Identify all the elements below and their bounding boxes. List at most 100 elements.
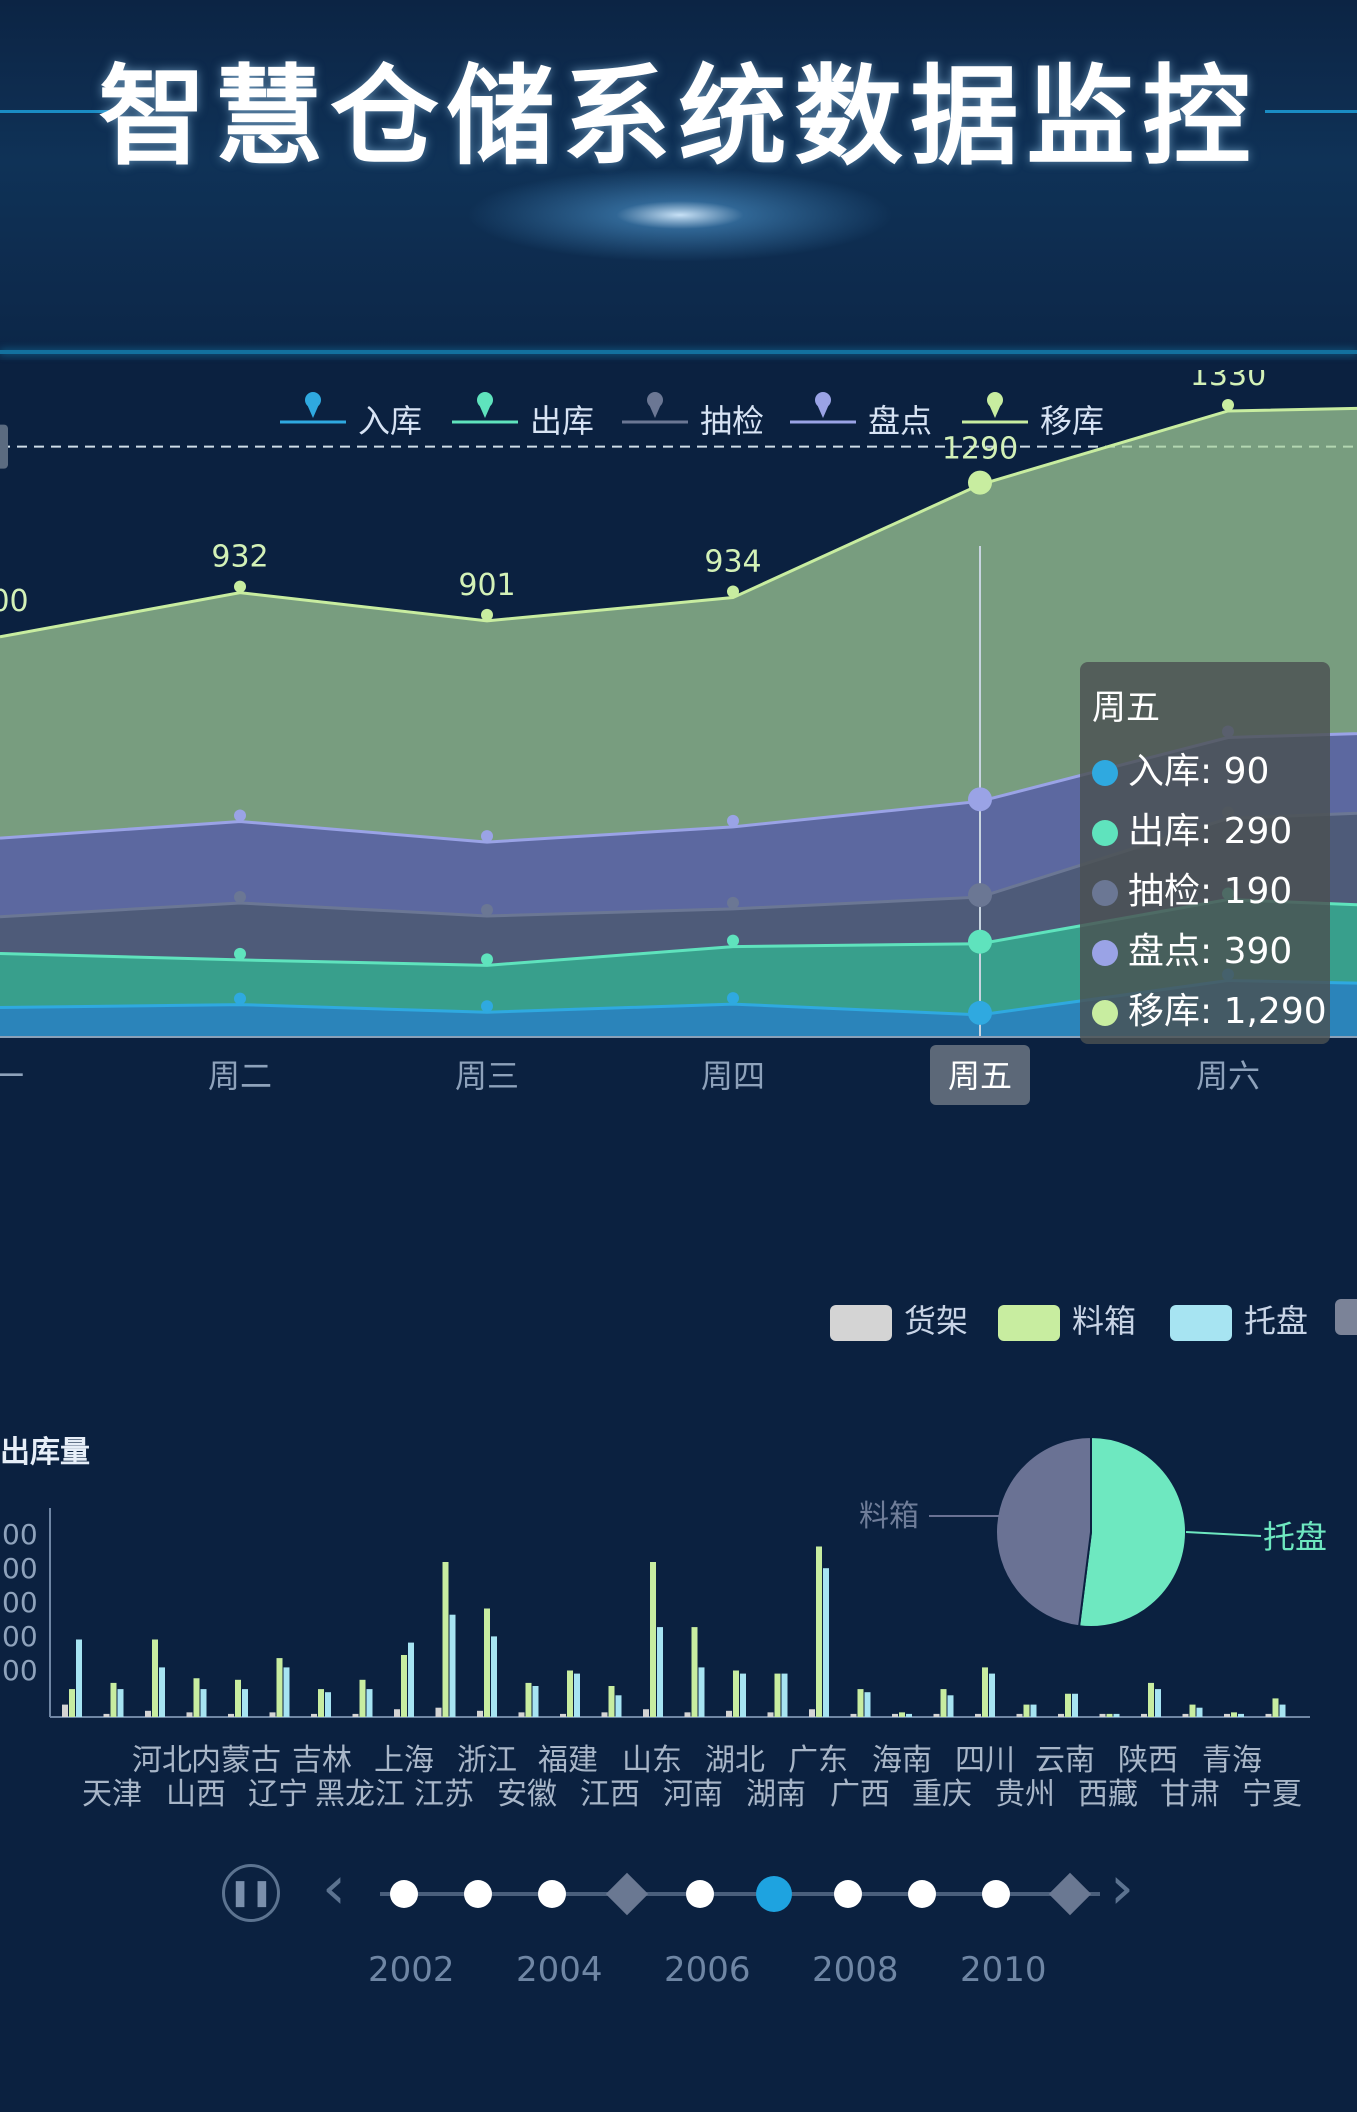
bar-吉林-2 <box>325 1692 331 1717</box>
timeline-point-2007[interactable] <box>756 1876 792 1912</box>
timeline-point-2004[interactable] <box>538 1880 566 1908</box>
legend-label: 料箱 <box>1072 1302 1137 1340</box>
pie-slice-0 <box>1077 1435 1187 1628</box>
legend-swatch <box>998 1305 1060 1341</box>
bar-河南-2 <box>698 1667 705 1717</box>
bar-宁夏-0 <box>1265 1713 1272 1717</box>
x-tick-label-4: 周五 <box>948 1057 1012 1095</box>
bar-山东-2 <box>657 1627 663 1717</box>
tooltip-row-yiku: 移库: 1,290 <box>1092 982 1327 1034</box>
bar-河南-0 <box>684 1712 691 1717</box>
timeline-point-2003[interactable] <box>464 1880 492 1908</box>
pie-leader-0 <box>1185 1531 1262 1537</box>
bar-福建-1 <box>567 1670 573 1717</box>
timeline-point-2006[interactable] <box>686 1880 714 1908</box>
legend-item-4[interactable]: 移库 <box>962 392 1104 440</box>
x-label-row2-14: 宁夏 <box>1242 1777 1302 1812</box>
data-label-1: 932 <box>211 540 268 575</box>
chevron-right-icon[interactable]: › <box>1110 1853 1134 1923</box>
timeline-point-2010[interactable] <box>982 1880 1010 1908</box>
bar-广东-2 <box>823 1568 829 1717</box>
bar-西藏-0 <box>1099 1713 1106 1717</box>
x-label-row1-13: 青海 <box>1202 1743 1262 1778</box>
legend-item-huojia[interactable]: 货架 <box>830 1296 968 1341</box>
bar-宁夏-2 <box>1279 1704 1286 1717</box>
bar-山东-1 <box>650 1562 656 1717</box>
legend-item-other[interactable] <box>1335 1296 1357 1336</box>
header-divider <box>0 350 1357 354</box>
legend-label: 抽检 <box>700 402 764 440</box>
timeline-point-2008[interactable] <box>834 1880 862 1908</box>
timeline-point-2002[interactable] <box>390 1880 418 1908</box>
y-tick-label-4: 00 <box>2 1654 38 1687</box>
bar-云南-0 <box>1058 1713 1064 1717</box>
x-label-row1-11: 云南 <box>1035 1743 1095 1778</box>
data-point-3-4 <box>968 787 992 812</box>
bar-贵州-2 <box>1030 1704 1037 1717</box>
timeline-year-label: 2004 <box>516 1950 603 1990</box>
timeline-point-2005[interactable] <box>605 1872 649 1916</box>
bar-湖北-1 <box>733 1670 739 1717</box>
x-axis-layer: 一 周二 周三 周四 周五 周六 <box>0 1036 1357 1105</box>
timeline-point-2009[interactable] <box>908 1880 936 1908</box>
pie-label-1: 料箱 <box>859 1499 919 1534</box>
legend-label: 入库 <box>358 402 422 440</box>
timeline-point-2011[interactable] <box>1048 1872 1092 1916</box>
header-line-left <box>0 110 120 113</box>
bar-内蒙古-0 <box>228 1713 234 1717</box>
bar-云南-1 <box>1065 1693 1071 1717</box>
x-label-row2-5: 安徽 <box>497 1777 557 1812</box>
bar-河南-1 <box>691 1627 698 1717</box>
y-tick-label-2: 00 <box>2 1586 38 1619</box>
legend-item-2[interactable]: 抽检 <box>622 392 764 440</box>
x-label-row1-6: 山东 <box>622 1743 682 1778</box>
bar-安徽-1 <box>525 1682 532 1717</box>
tooltip-dot-icon <box>1092 940 1118 966</box>
data-point-2-2 <box>481 903 493 916</box>
pause-icon: ❚❚ <box>229 1878 273 1908</box>
bar-辽宁-0 <box>269 1712 276 1717</box>
legend-item-0[interactable]: 入库 <box>280 392 422 440</box>
x-label-row2-8: 湖南 <box>746 1777 806 1812</box>
bar-江西-0 <box>601 1712 608 1717</box>
tooltip-row-chuku: 出库: 290 <box>1092 802 1292 854</box>
pause-button[interactable]: ❚❚ <box>222 1864 280 1922</box>
chevron-left-icon[interactable]: ‹ <box>322 1853 346 1923</box>
legend-item-3[interactable]: 盘点 <box>790 392 932 440</box>
legend-item-liaoxiang[interactable]: 料箱 <box>998 1296 1136 1341</box>
bar-浙江-2 <box>491 1636 497 1717</box>
tooltip-dot-icon <box>1092 760 1118 786</box>
legend-item-tuopan[interactable]: 托盘 <box>1170 1296 1308 1341</box>
bar-江苏-2 <box>449 1614 456 1717</box>
bar-安徽-2 <box>532 1686 539 1717</box>
bar-内蒙古-1 <box>235 1679 241 1717</box>
tooltip-row-choujian: 抽检: 190 <box>1092 862 1292 914</box>
legend-label: 托盘 <box>1244 1302 1309 1340</box>
data-point-1-1 <box>234 947 246 960</box>
bar-天津-1 <box>110 1682 117 1717</box>
x-label-row2-11: 贵州 <box>995 1777 1055 1812</box>
y-tick-label-0: 00 <box>2 1518 38 1551</box>
legend-swatch <box>1170 1305 1232 1341</box>
bar-广东-0 <box>809 1709 815 1717</box>
timeline-year-label: 2010 <box>960 1950 1047 1990</box>
bar-湖南-2 <box>781 1673 788 1717</box>
bar-四川-0 <box>975 1713 981 1717</box>
bar-贵州-0 <box>1016 1713 1023 1717</box>
area-series-1 <box>0 899 1357 1015</box>
markline-handle <box>0 424 8 469</box>
x-label-row1-5: 福建 <box>538 1743 598 1778</box>
bar-云南-2 <box>1072 1693 1078 1717</box>
bar-江西-2 <box>615 1695 622 1717</box>
x-label-row1-12: 陕西 <box>1118 1743 1178 1778</box>
legend-item-1[interactable]: 出库 <box>452 392 594 440</box>
data-point-4-4 <box>968 470 992 495</box>
bar-广西-2 <box>864 1692 871 1717</box>
data-label-3: 934 <box>704 545 761 580</box>
area-series-0 <box>0 980 1357 1037</box>
bar-北京-2 <box>76 1639 82 1717</box>
bar-海南-2 <box>906 1713 912 1717</box>
bar-广西-0 <box>850 1713 857 1717</box>
